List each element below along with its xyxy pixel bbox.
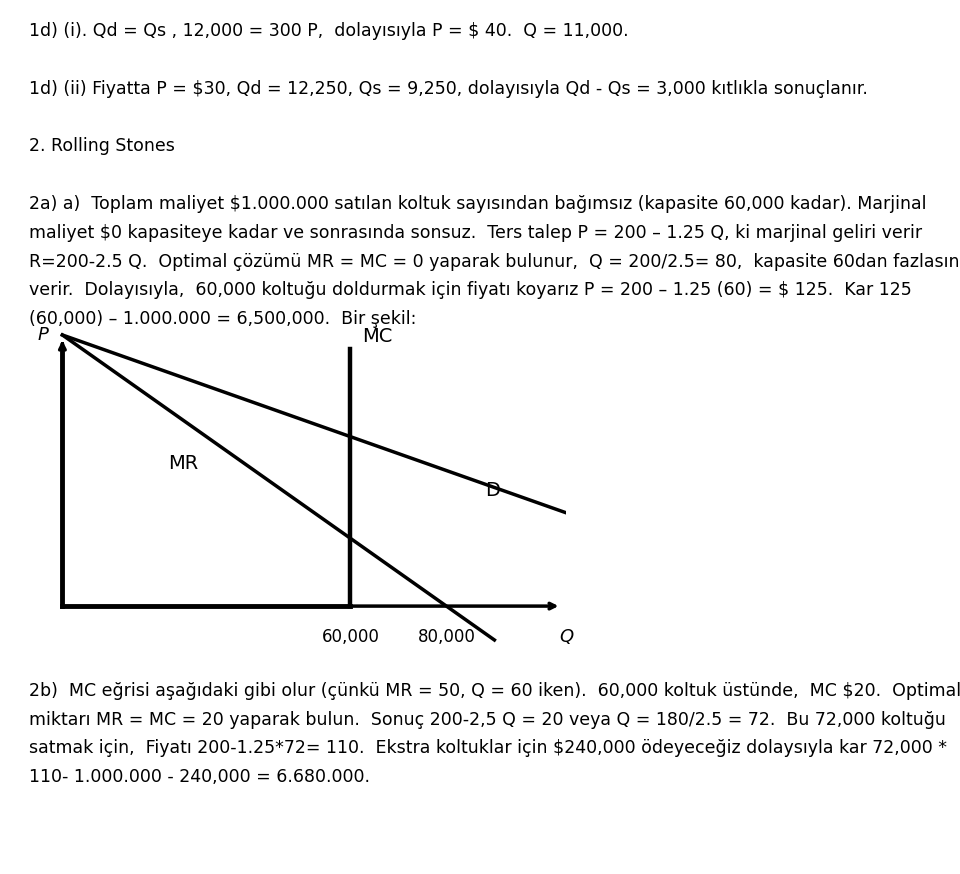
Text: verir.  Dolayısıyla,  60,000 koltuğu doldurmak için fiyatı koyarız P = 200 – 1.2: verir. Dolayısıyla, 60,000 koltuğu doldu… [29, 281, 912, 300]
Text: miktarı MR = MC = 20 yaparak bulun.  Sonuç 200-2,5 Q = 20 veya Q = 180/2.5 = 72.: miktarı MR = MC = 20 yaparak bulun. Sonu… [29, 711, 946, 729]
Text: 110- 1.000.000 - 240,000 = 6.680.000.: 110- 1.000.000 - 240,000 = 6.680.000. [29, 768, 370, 787]
Text: 2a) a)  Toplam maliyet $1.000.000 satılan koltuk sayısından bağımsız (kapasite 6: 2a) a) Toplam maliyet $1.000.000 satılan… [29, 195, 926, 213]
Text: 1d) (i). Qd = Qs , 12,000 = 300 P,  dolayısıyla P = $ 40.  Q = 11,000.: 1d) (i). Qd = Qs , 12,000 = 300 P, dolay… [29, 22, 629, 40]
Text: 60,000: 60,000 [322, 628, 379, 646]
Text: D: D [485, 482, 499, 501]
Text: (60,000) – 1.000.000 = 6,500,000.  Bir şekil:: (60,000) – 1.000.000 = 6,500,000. Bir şe… [29, 310, 417, 329]
Text: R=200-2.5 Q.  Optimal çözümü MR = MC = 0 yaparak bulunur,  Q = 200/2.5= 80,  kap: R=200-2.5 Q. Optimal çözümü MR = MC = 0 … [29, 253, 960, 271]
Text: P: P [37, 326, 48, 344]
Text: satmak için,  Fiyatı 200-1.25*72= 110.  Ekstra koltuklar için $240,000 ödeyeceği: satmak için, Fiyatı 200-1.25*72= 110. Ek… [29, 739, 947, 758]
Text: 2. Rolling Stones: 2. Rolling Stones [29, 137, 175, 156]
Text: MR: MR [168, 454, 199, 473]
Text: MC: MC [363, 327, 393, 346]
Text: 2b)  MC eğrisi aşağıdaki gibi olur (çünkü MR = 50, Q = 60 iken).  60,000 koltuk : 2b) MC eğrisi aşağıdaki gibi olur (çünkü… [29, 682, 960, 700]
Text: Q: Q [560, 628, 573, 646]
Text: 80,000: 80,000 [418, 628, 475, 646]
Text: maliyet $0 kapasiteye kadar ve sonrasında sonsuz.  Ters talep P = 200 – 1.25 Q, : maliyet $0 kapasiteye kadar ve sonrasınd… [29, 224, 922, 242]
Text: 1d) (ii) Fiyatta P = $30, Qd = 12,250, Qs = 9,250, dolayısıyla Qd - Qs = 3,000 k: 1d) (ii) Fiyatta P = $30, Qd = 12,250, Q… [29, 80, 868, 98]
